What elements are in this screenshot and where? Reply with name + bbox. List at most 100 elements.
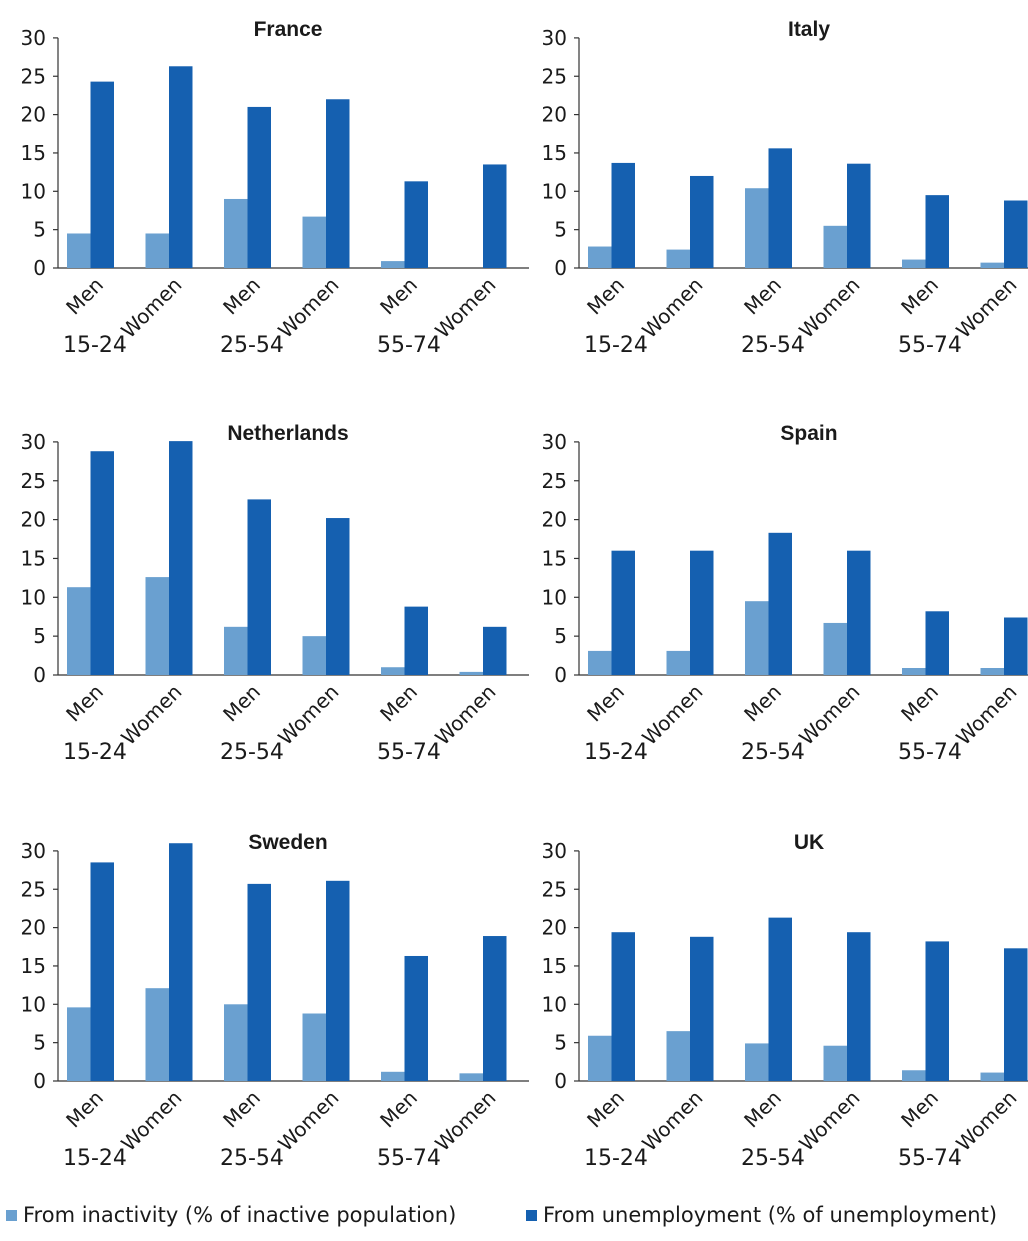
age-group-label: 15-24 [63, 333, 127, 358]
bar-inactivity [666, 249, 690, 268]
category-label: Men [739, 680, 786, 727]
bar-unemployment [925, 611, 949, 675]
category-label: Men [375, 1086, 422, 1133]
legend-swatch-inactivity [6, 1209, 17, 1221]
age-group-label: 25-54 [220, 1146, 284, 1171]
category-label: Men [582, 1086, 629, 1133]
y-tick-label: 0 [554, 256, 567, 280]
bar-unemployment [169, 441, 193, 675]
y-tick-label: 20 [21, 916, 46, 940]
bar-unemployment [326, 880, 350, 1081]
y-tick-label: 30 [542, 839, 567, 863]
bar-unemployment [483, 626, 507, 675]
bar-inactivity [67, 587, 91, 675]
chart-title: UK [794, 831, 824, 854]
age-group-label: 55-74 [377, 740, 441, 765]
category-label: Men [896, 1086, 943, 1133]
y-tick-label: 25 [21, 469, 46, 493]
chart-title: Spain [780, 422, 837, 445]
y-tick-label: 25 [542, 469, 567, 493]
y-tick-label: 0 [33, 663, 46, 687]
bar-inactivity [588, 1035, 612, 1081]
y-tick-label: 15 [542, 546, 567, 570]
y-tick-label: 0 [33, 256, 46, 280]
bar-unemployment [90, 451, 114, 675]
y-tick-label: 10 [21, 585, 46, 609]
y-tick-label: 20 [542, 103, 567, 127]
bar-inactivity [980, 668, 1004, 675]
bar-unemployment [768, 148, 792, 268]
category-label: Men [582, 680, 629, 727]
y-tick-label: 0 [554, 663, 567, 687]
y-tick-label: 25 [21, 64, 46, 88]
legend-swatch-unemployment [526, 1209, 537, 1221]
bar-inactivity [745, 188, 769, 268]
y-tick-label: 30 [542, 26, 567, 50]
y-tick-label: 5 [554, 218, 567, 242]
y-tick-label: 5 [554, 1031, 567, 1055]
bar-unemployment [768, 532, 792, 675]
bar-inactivity [902, 1070, 926, 1081]
bar-inactivity [224, 198, 248, 268]
bar-unemployment [611, 932, 635, 1081]
chart-title: Sweden [248, 831, 327, 854]
bar-inactivity [67, 233, 91, 268]
bar-unemployment [90, 81, 114, 268]
category-label: Men [739, 1086, 786, 1133]
bar-inactivity [459, 671, 483, 675]
age-group-label: 55-74 [377, 333, 441, 358]
bar-unemployment [404, 955, 428, 1081]
bar-unemployment [483, 936, 507, 1081]
y-tick-label: 10 [542, 992, 567, 1016]
bar-inactivity [588, 650, 612, 675]
bar-unemployment [247, 106, 271, 269]
age-group-label: 55-74 [898, 333, 962, 358]
age-group-label: 25-54 [741, 740, 805, 765]
category-label: Men [218, 680, 265, 727]
y-tick-label: 15 [21, 546, 46, 570]
bar-unemployment [690, 550, 714, 675]
y-tick-label: 20 [21, 103, 46, 127]
y-tick-label: 30 [542, 430, 567, 454]
bar-inactivity [902, 668, 926, 675]
age-group-label: 55-74 [377, 1146, 441, 1171]
y-tick-label: 5 [33, 1031, 46, 1055]
legend-label-unemployment: From unemployment (% of unemployment) [543, 1203, 998, 1227]
category-label: Men [896, 273, 943, 320]
bar-unemployment [169, 66, 193, 269]
y-tick-label: 15 [21, 141, 46, 165]
category-label: Men [582, 273, 629, 320]
bar-unemployment [247, 883, 271, 1081]
category-label: Men [61, 1086, 108, 1133]
category-label: Men [375, 273, 422, 320]
y-tick-label: 10 [21, 179, 46, 203]
bar-unemployment [247, 499, 271, 675]
bar-inactivity [980, 262, 1004, 268]
bar-inactivity [745, 601, 769, 675]
bar-inactivity [823, 225, 847, 268]
bar-unemployment [925, 195, 949, 268]
age-group-label: 15-24 [584, 333, 648, 358]
y-tick-label: 15 [21, 954, 46, 978]
bar-inactivity [302, 216, 326, 268]
y-tick-label: 5 [33, 218, 46, 242]
bar-unemployment [90, 862, 114, 1081]
y-tick-label: 10 [542, 179, 567, 203]
category-label: Men [61, 273, 108, 320]
bar-inactivity [224, 1004, 248, 1081]
chart-title: France [254, 18, 323, 41]
y-tick-label: 10 [21, 992, 46, 1016]
y-tick-label: 30 [21, 839, 46, 863]
legend-label-inactivity: From inactivity (% of inactive populatio… [23, 1203, 457, 1227]
y-tick-label: 15 [542, 954, 567, 978]
bar-unemployment [326, 518, 350, 675]
age-group-label: 55-74 [898, 740, 962, 765]
age-group-label: 15-24 [584, 1146, 648, 1171]
y-tick-label: 5 [33, 624, 46, 648]
category-label: Men [375, 680, 422, 727]
